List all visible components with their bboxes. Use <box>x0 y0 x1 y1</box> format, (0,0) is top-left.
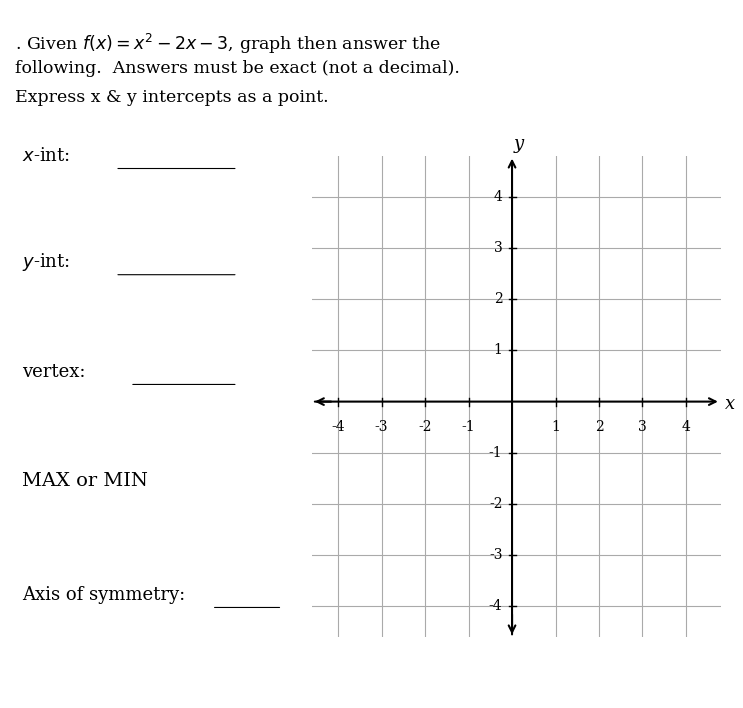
Text: . Given $f(x) = x^2 - 2x - 3$, graph then answer the: . Given $f(x) = x^2 - 2x - 3$, graph the… <box>15 32 441 56</box>
Text: 4: 4 <box>493 190 502 204</box>
Text: -3: -3 <box>375 420 389 433</box>
Text: 4: 4 <box>681 420 690 433</box>
Text: x: x <box>725 395 735 413</box>
Text: -3: -3 <box>489 548 502 562</box>
Text: Express x & y intercepts as a point.: Express x & y intercepts as a point. <box>15 88 328 105</box>
Text: $x$-int:: $x$-int: <box>22 147 71 165</box>
Text: $y$-int:: $y$-int: <box>22 251 71 273</box>
Text: 1: 1 <box>493 343 502 358</box>
Text: 2: 2 <box>594 420 603 433</box>
Text: y: y <box>513 135 524 153</box>
Text: 1: 1 <box>551 420 560 433</box>
Text: vertex:: vertex: <box>22 362 85 381</box>
Text: Axis of symmetry:: Axis of symmetry: <box>22 586 186 604</box>
Text: MAX or MIN: MAX or MIN <box>22 472 148 491</box>
Text: 2: 2 <box>494 292 502 306</box>
Text: 3: 3 <box>638 420 647 433</box>
Text: following.  Answers must be exact (not a decimal).: following. Answers must be exact (not a … <box>15 60 460 77</box>
Text: 3: 3 <box>494 241 502 255</box>
Text: -4: -4 <box>489 600 502 613</box>
Text: -1: -1 <box>489 446 502 459</box>
Text: -2: -2 <box>489 497 502 511</box>
Text: -4: -4 <box>331 420 345 433</box>
Text: -1: -1 <box>461 420 476 433</box>
Text: -2: -2 <box>418 420 432 433</box>
